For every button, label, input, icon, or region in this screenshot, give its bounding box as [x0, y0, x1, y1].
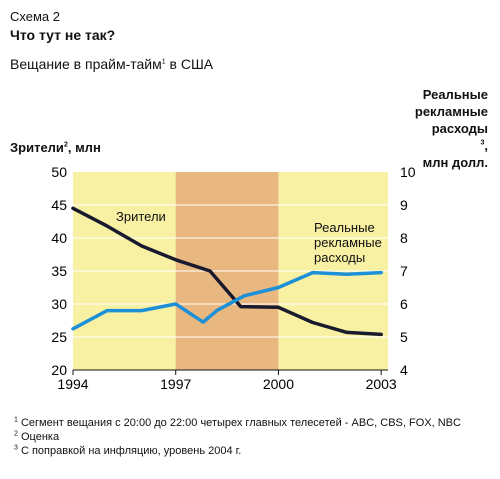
x-tick-label: 2003 [366, 376, 397, 392]
left-axis-label: Зрители2, млн [10, 140, 101, 155]
left-tick-label: 50 [51, 164, 67, 180]
footnote-2: 2 Оценка [14, 430, 60, 443]
left-tick-label: 20 [51, 362, 67, 378]
chart-heading: Что тут не так? [10, 27, 116, 43]
x-tick-label: 1997 [160, 376, 191, 392]
left-tick-label: 40 [51, 230, 67, 246]
left-tick-label: 30 [51, 296, 67, 312]
ad-spend-series-line [71, 270, 383, 331]
footnote-3: 3 С поправкой на инфляцию, уровень 2004 … [14, 444, 242, 457]
x-tick-label: 1994 [57, 376, 88, 392]
x-tick-label: 2000 [263, 376, 294, 392]
footnote-1: 1 Сегмент вещания с 20:00 до 22:00 четыр… [14, 416, 461, 429]
right-tick-label: 7 [400, 263, 408, 279]
chart-subtitle: Вещание в прайм-тайм1 в США [10, 56, 214, 72]
left-tick-label: 25 [51, 329, 67, 345]
footnotes: 1 Сегмент вещания с 20:00 до 22:00 четыр… [14, 416, 461, 458]
right-axis-label: Реальные рекламные расходы 3, млн долл. [414, 87, 488, 170]
right-tick-label: 5 [400, 329, 408, 345]
left-tick-label: 35 [51, 263, 67, 279]
right-tick-label: 4 [400, 362, 408, 378]
viewers-series-line [71, 206, 383, 337]
right-tick-label: 8 [400, 230, 408, 246]
ad-spend-series-label: Реальные [314, 220, 375, 235]
ad-spend-series-label: рекламные [314, 235, 382, 250]
left-tick-label: 45 [51, 197, 67, 213]
scheme-label: Схема 2 [10, 9, 60, 24]
right-tick-label: 10 [400, 164, 416, 180]
ad-spend-series-label: расходы [314, 250, 365, 265]
viewers-series-label: Зрители [116, 209, 166, 224]
right-tick-label: 6 [400, 296, 408, 312]
right-tick-label: 9 [400, 197, 408, 213]
